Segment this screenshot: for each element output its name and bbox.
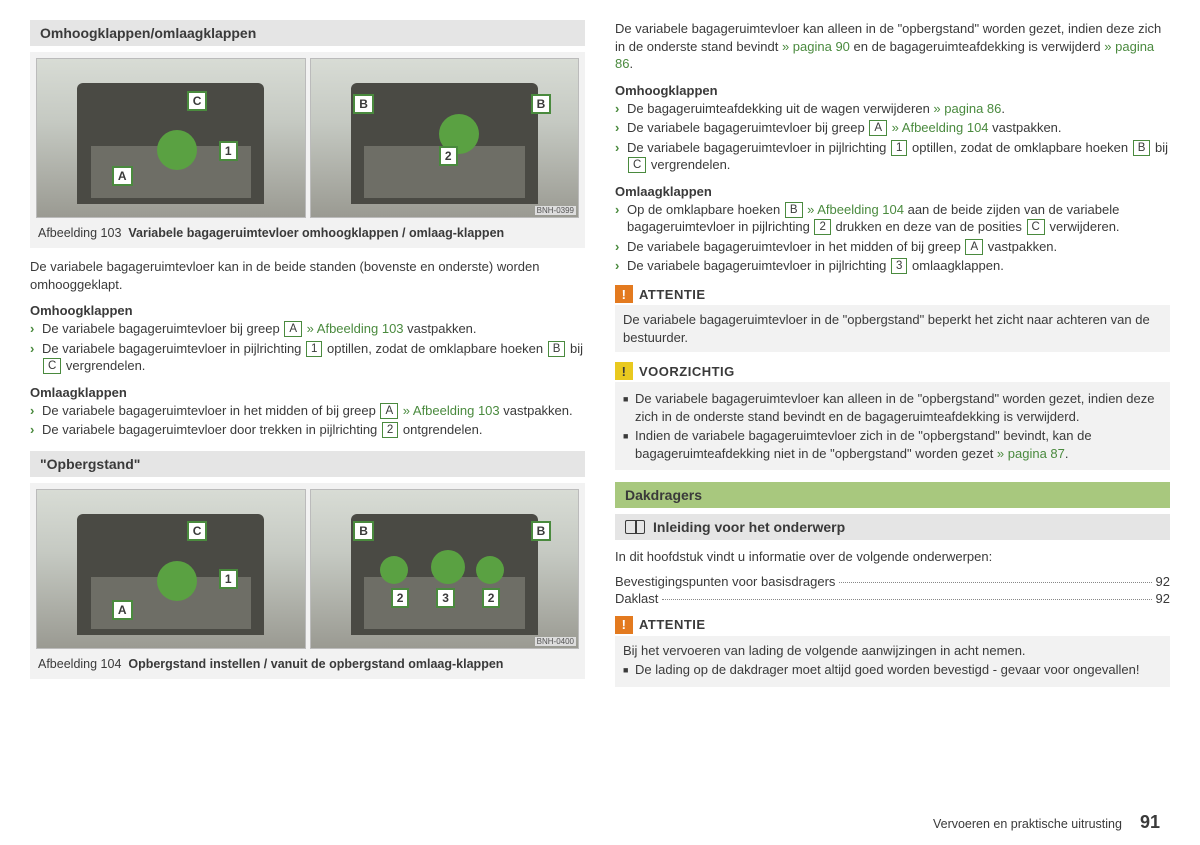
para-top-right: De variabele bagageruimtevloer kan allee…	[615, 20, 1170, 73]
bullet: De variabele bagageruimtevloer bij greep…	[615, 119, 1170, 137]
section-subheader-inleiding: Inleiding voor het onderwerp	[615, 514, 1170, 540]
heading-omhoogklappen-l: Omhoogklappen	[30, 303, 585, 318]
alert-title: VOORZICHTIG	[639, 364, 735, 379]
bullet: De bagageruimteafdekking uit de wagen ve…	[615, 100, 1170, 118]
para-intro-103: De variabele bagageruimtevloer kan in de…	[30, 258, 585, 293]
section-header-opbergstand: "Opbergstand"	[30, 451, 585, 477]
figure-104-caption: Afbeelding 104 Opbergstand instellen / v…	[36, 653, 579, 673]
toc-line: Bevestigingspunten voor basisdragers 92	[615, 574, 1170, 589]
figure-104-left: C A 1	[36, 489, 306, 649]
toc-label: Bevestigingspunten voor basisdragers	[615, 574, 835, 589]
alert-title: ATTENTIE	[639, 287, 706, 302]
alert-line: Bij het vervoeren van lading de volgende…	[623, 642, 1162, 660]
bullet: De variabele bagageruimtevloer in pijlri…	[615, 139, 1170, 174]
toc-label: Daklast	[615, 591, 658, 606]
bullet: Indien de variabele bagageruimtevloer zi…	[623, 427, 1162, 462]
image-code: BNH-0400	[535, 637, 576, 646]
warning-icon: !	[615, 285, 633, 303]
toc-line: Daklast 92	[615, 591, 1170, 606]
section-header-omhoog: Omhoogklappen/omlaagklappen	[30, 20, 585, 46]
figure-103-caption: Afbeelding 103 Variabele bagageruimtevlo…	[36, 222, 579, 242]
book-icon	[625, 520, 645, 534]
figure-104: C A 1 B B 2 3 2 BNH-0400 Af	[30, 483, 585, 679]
heading-omlaagklappen-l: Omlaagklappen	[30, 385, 585, 400]
alert-body: De variabele bagageruimtevloer kan allee…	[615, 382, 1170, 470]
figure-103-left: C A 1	[36, 58, 306, 218]
heading-omhoogklappen-r: Omhoogklappen	[615, 83, 1170, 98]
page-number: 91	[1140, 812, 1160, 833]
page: Omhoogklappen/omlaagklappen C A 1 B B 2 …	[0, 0, 1200, 693]
caution-icon: !	[615, 362, 633, 380]
toc-page: 92	[1156, 574, 1170, 589]
para-dakdragers-intro: In dit hoofdstuk vindt u informatie over…	[615, 548, 1170, 566]
alert-title: ATTENTIE	[639, 617, 706, 632]
footer-text: Vervoeren en praktische uitrusting	[933, 817, 1122, 831]
bullet: De variabele bagageruimtevloer in pijlri…	[30, 340, 585, 375]
bullet: De lading op de dakdrager moet altijd go…	[623, 661, 1162, 679]
figure-103-right: B B 2 BNH-0399	[310, 58, 580, 218]
figure-104-images: C A 1 B B 2 3 2 BNH-0400	[36, 489, 579, 649]
bullet: De variabele bagageruimtevloer bij greep…	[30, 320, 585, 338]
bullet: De variabele bagageruimtevloer in pijlri…	[615, 257, 1170, 275]
alert-attentie-2: ! ATTENTIE Bij het vervoeren van lading …	[615, 616, 1170, 687]
toc-page: 92	[1156, 591, 1170, 606]
page-footer: Vervoeren en praktische uitrusting 91	[933, 812, 1160, 833]
figure-103-images: C A 1 B B 2 BNH-0399	[36, 58, 579, 218]
alert-body: Bij het vervoeren van lading de volgende…	[615, 636, 1170, 687]
bullet: De variabele bagageruimtevloer in het mi…	[30, 402, 585, 420]
image-code: BNH-0399	[535, 206, 576, 215]
bullet: De variabele bagageruimtevloer kan allee…	[623, 390, 1162, 425]
alert-body: De variabele bagageruimtevloer in de "op…	[615, 305, 1170, 352]
bullet: De variabele bagageruimtevloer in het mi…	[615, 238, 1170, 256]
heading-omlaagklappen-r: Omlaagklappen	[615, 184, 1170, 199]
alert-attentie-1: ! ATTENTIE De variabele bagageruimtevloe…	[615, 285, 1170, 352]
bullet: Op de omklapbare hoeken B » Afbeelding 1…	[615, 201, 1170, 236]
left-column: Omhoogklappen/omlaagklappen C A 1 B B 2 …	[30, 20, 585, 693]
alert-voorzichtig: ! VOORZICHTIG De variabele bagageruimtev…	[615, 362, 1170, 470]
section-header-dakdragers: Dakdragers	[615, 482, 1170, 508]
right-column: De variabele bagageruimtevloer kan allee…	[615, 20, 1170, 693]
warning-icon: !	[615, 616, 633, 634]
figure-103: C A 1 B B 2 BNH-0399 Afbeelding 103 Vari…	[30, 52, 585, 248]
bullet: De variabele bagageruimtevloer door trek…	[30, 421, 585, 439]
subheader-text: Inleiding voor het onderwerp	[653, 519, 845, 535]
figure-104-right: B B 2 3 2 BNH-0400	[310, 489, 580, 649]
